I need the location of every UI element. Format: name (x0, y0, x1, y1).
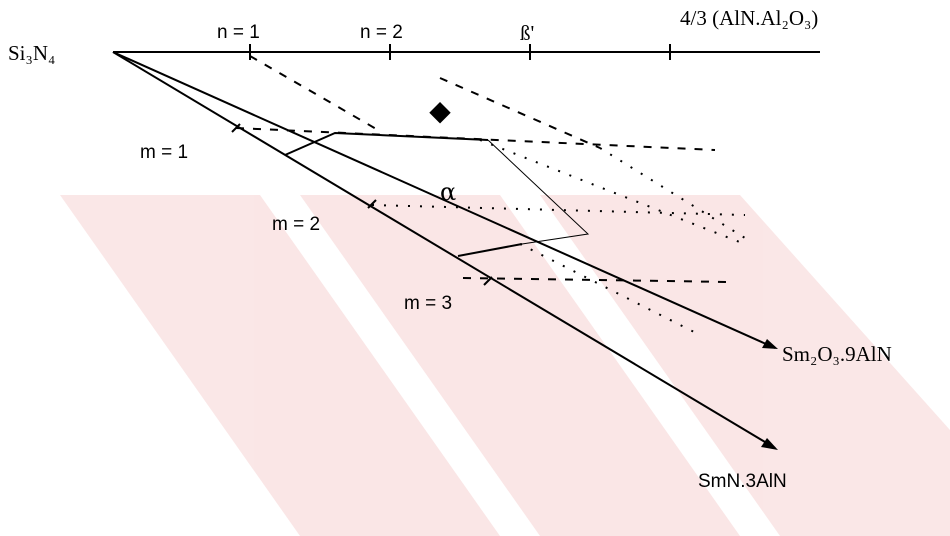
m-ticks (231, 123, 493, 286)
m2-tick (367, 199, 377, 209)
label-n2: n = 2 (360, 22, 403, 43)
diamond-marker: ◆ (429, 94, 451, 127)
dotted-line-lower (519, 243, 701, 336)
dashed-line-m3 (462, 277, 731, 283)
dotted-lines (371, 139, 746, 336)
label-sm2o3-9aln: Sm₂O₃.9AlN (782, 342, 892, 366)
axis-ticks (249, 44, 671, 60)
alpha-region (284, 131, 590, 257)
m3-tick (483, 276, 493, 286)
alpha-region-upper (284, 131, 489, 156)
composition-lines (112, 51, 820, 449)
watermark-chevron-right (540, 195, 950, 536)
label-n1: n = 1 (217, 22, 260, 43)
watermark-band (460, 400, 640, 536)
line-to-smn-3aln (112, 51, 776, 449)
watermark (60, 195, 950, 536)
label-aln-al2o3: 4/3 (AlN.Al₂O₃) (680, 6, 818, 30)
label-m3: m = 3 (404, 293, 452, 314)
label-smn-3aln: SmN.3AlN (698, 471, 787, 492)
arrow-head-smn (761, 438, 778, 450)
label-beta: ß' (520, 21, 534, 45)
arrow-heads (761, 339, 778, 450)
dashed-line-n2 (439, 77, 601, 149)
line-to-sm2o3-9aln (112, 51, 776, 349)
arrow-head-sm2o3 (762, 339, 778, 349)
dashed-line-n1 (249, 55, 379, 131)
label-si3n4: Si₃N₄ (8, 41, 55, 65)
dotted-line-beta-2 (599, 147, 746, 239)
watermark-chevron-mid (300, 195, 740, 536)
alpha-region-right (487, 139, 590, 245)
label-m2: m = 2 (272, 214, 320, 235)
alpha-region-lower (457, 243, 523, 257)
m1-tick (231, 123, 241, 133)
watermark-chevron-left (60, 195, 500, 536)
label-alpha: α (440, 178, 456, 206)
label-m1: m = 1 (140, 142, 188, 163)
